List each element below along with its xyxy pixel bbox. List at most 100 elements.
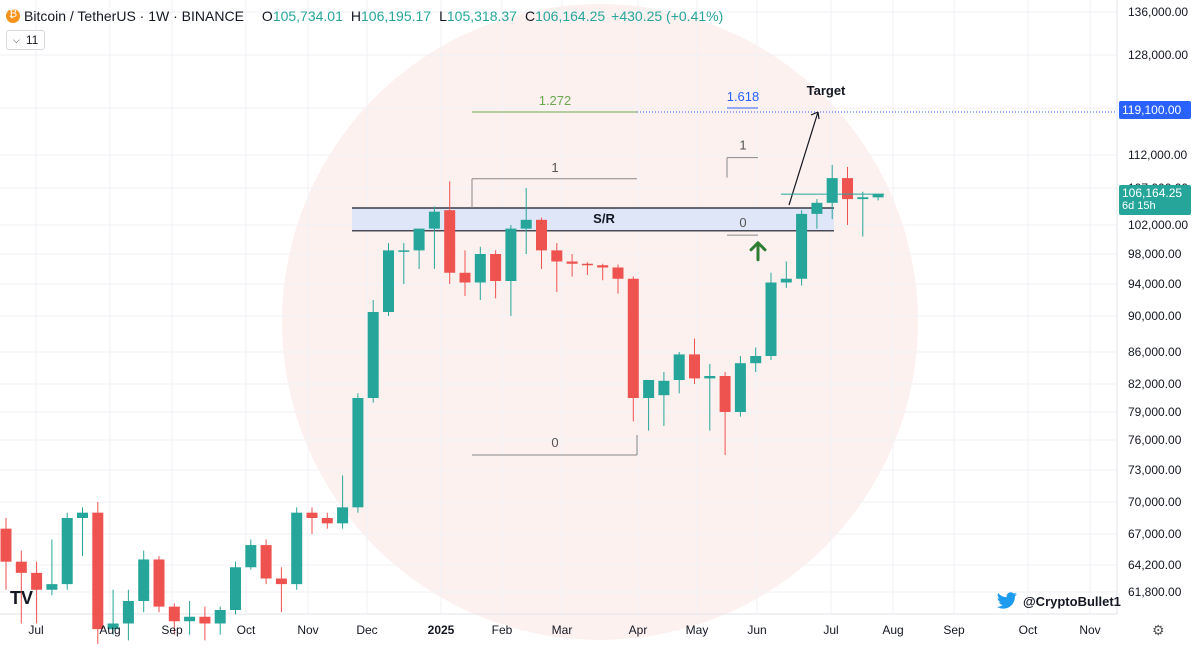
candle-body <box>291 512 303 585</box>
y-tick-label: 128,000.00 <box>1128 48 1188 62</box>
fib1-label-1: 1 <box>551 160 558 175</box>
chevron-down-icon: ⌵ <box>13 34 20 45</box>
candle-body <box>0 528 12 562</box>
bar-countdown: 6d 15h <box>1122 200 1156 212</box>
symbol-title[interactable]: Bitcoin / TetherUS · 1W · BINANCE <box>24 8 244 24</box>
y-tick-label: 90,000.00 <box>1128 309 1182 323</box>
y-tick-label: 86,000.00 <box>1128 345 1182 359</box>
bounce-arrow-icon <box>749 241 767 262</box>
candle-body <box>214 610 226 624</box>
candle-body <box>750 356 762 364</box>
candle-body <box>459 272 471 283</box>
high-label: H <box>350 8 362 24</box>
x-tick-label: Mar <box>552 623 573 637</box>
candle-body <box>138 559 150 601</box>
y-tick-label: 64,200.00 <box>1128 558 1182 572</box>
x-tick-label: Sep <box>161 623 183 637</box>
x-tick-label: Aug <box>99 623 120 637</box>
close-label: C <box>524 8 536 24</box>
indicators-toggle[interactable]: ⌵ 11 <box>6 30 46 50</box>
bitcoin-icon <box>6 8 20 23</box>
candle-body <box>658 380 670 396</box>
candle-body <box>566 261 578 264</box>
candle-body <box>520 219 532 229</box>
target-price-tag: 119,100.00 <box>1119 101 1191 119</box>
y-tick-label: 102,000.00 <box>1128 218 1188 232</box>
x-tick-label: Jul <box>28 623 43 637</box>
grid <box>0 0 1117 614</box>
x-tick-label: Jul <box>823 623 838 637</box>
candle-body <box>505 228 517 281</box>
candle-body <box>153 559 165 607</box>
twitter-handle-text: @CryptoBullet1 <box>1023 593 1121 609</box>
y-tick-label: 70,000.00 <box>1128 495 1182 509</box>
candle-body <box>184 616 196 622</box>
x-tick-label: Nov <box>297 623 318 637</box>
fib1-label-0: 0 <box>551 435 558 450</box>
target-price-value: 119,100.00 <box>1122 103 1182 117</box>
candle-body <box>61 518 73 585</box>
y-tick-label: 112,000.00 <box>1128 148 1187 162</box>
high-value: 106,195.17 <box>361 8 432 24</box>
target-label: Target <box>807 83 846 98</box>
candle-body <box>46 584 58 590</box>
tradingview-logo[interactable]: TV <box>10 588 33 609</box>
x-tick-label: Feb <box>492 623 513 637</box>
candle-body <box>612 267 624 279</box>
y-tick-label: 61,800.00 <box>1128 585 1182 599</box>
candle-body <box>689 354 700 379</box>
axes <box>0 0 1118 615</box>
candle-body <box>581 263 593 266</box>
candle-body <box>398 250 410 252</box>
x-tick-label: 2025 <box>428 623 455 637</box>
candle-body <box>337 507 349 524</box>
change-value: +430.25 (+0.41%) <box>611 8 724 24</box>
close-value: 106,164.25 <box>535 8 606 24</box>
y-tick-label: 67,000.00 <box>1128 527 1182 541</box>
candle-body <box>122 601 134 624</box>
annotations-under <box>352 207 834 232</box>
sr-zone <box>352 207 834 231</box>
candle-body <box>107 623 119 630</box>
candle-body <box>673 354 685 380</box>
candle-body <box>260 545 272 579</box>
candle-body <box>536 219 547 251</box>
candle-body <box>321 518 333 524</box>
target-arrow-head <box>810 111 820 120</box>
y-axis-ticks: 136,000.00128,000.00119,100.00112,000.00… <box>1128 5 1188 599</box>
annotations-over: S/R 1 0 1.272 1.618 1 0 Target <box>471 83 1117 456</box>
fib-1272-label: 1.272 <box>539 93 572 108</box>
candle-body <box>77 512 88 518</box>
candle-body <box>780 278 792 283</box>
candle-body <box>643 380 655 398</box>
candle-body <box>765 282 777 356</box>
chart-settings-gear-icon[interactable]: ⚙ <box>1152 622 1165 638</box>
candle-body <box>474 254 486 283</box>
low-label: L <box>439 8 447 24</box>
candle-body <box>92 512 104 630</box>
candle-body <box>245 545 257 568</box>
sr-zone-label: S/R <box>593 211 615 226</box>
candle-body <box>383 250 394 312</box>
candle-body <box>275 578 287 585</box>
candle-body <box>842 178 853 200</box>
symbol-header: Bitcoin / TetherUS · 1W · BINANCE O105,7… <box>6 6 723 26</box>
y-tick-label: 79,000.00 <box>1128 405 1182 419</box>
y-tick-label: 76,000.00 <box>1128 433 1182 447</box>
candle-body <box>15 561 27 573</box>
candle-body <box>551 250 563 262</box>
twitter-bird-icon <box>996 592 1017 609</box>
twitter-handle: @CryptoBullet1 <box>996 592 1121 610</box>
candle-body <box>734 363 746 412</box>
x-tick-label: Jun <box>747 623 766 637</box>
candle-body <box>168 606 180 622</box>
last-price-tag: 106,164.25 6d 15h <box>1119 185 1191 215</box>
fib-1618-label: 1.618 <box>727 89 760 104</box>
x-tick-label: Nov <box>1079 623 1100 637</box>
x-tick-label: Oct <box>1019 623 1038 637</box>
x-tick-label: Apr <box>629 623 648 637</box>
y-tick-label: 73,000.00 <box>1128 463 1182 477</box>
candles <box>0 164 884 646</box>
